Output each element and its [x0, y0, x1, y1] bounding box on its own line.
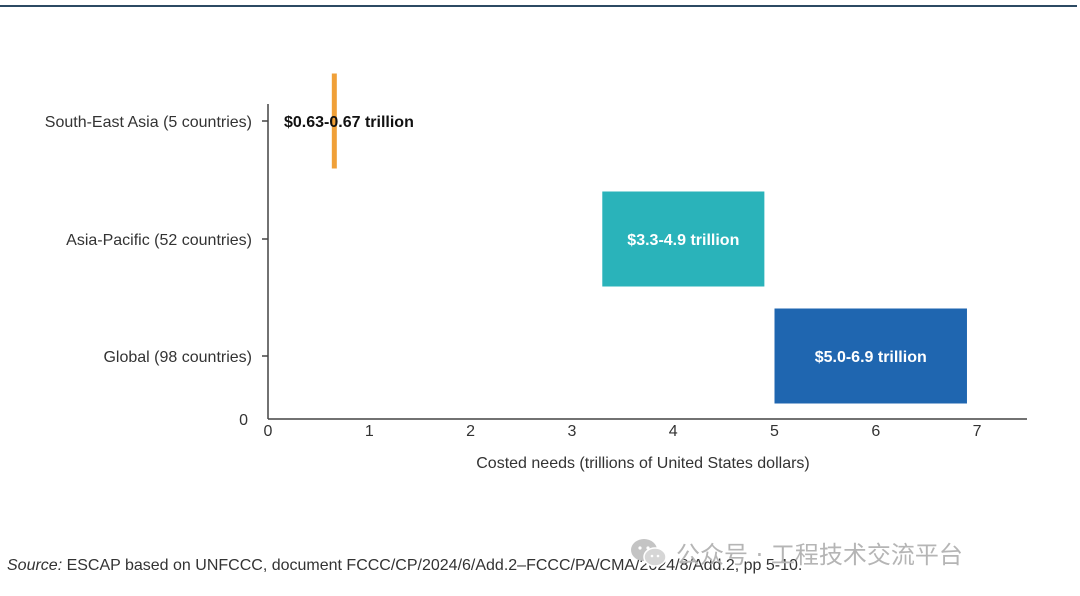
category-label: Global (98 countries)	[103, 349, 252, 366]
range-bar	[331, 73, 337, 169]
x-tick-label: 2	[466, 423, 475, 440]
x-tick-label: 0	[264, 423, 273, 440]
x-tick-label: 1	[365, 423, 374, 440]
chart-labels: South-East Asia (5 countries) Asia-Pacifi…	[45, 114, 982, 440]
x-tick-label: 5	[770, 423, 779, 440]
range-label: $5.0-6.9 trillion	[815, 349, 927, 366]
x-tick-label: 3	[567, 423, 576, 440]
wechat-icon	[631, 538, 667, 567]
x-axis-title: Costed needs (trillions of United States…	[476, 455, 810, 472]
source-note: Source: ESCAP based on UNFCCC, document …	[7, 557, 802, 575]
chart-bars	[331, 73, 967, 404]
top-rule	[0, 5, 1077, 7]
range-bar	[774, 308, 967, 404]
range-label: $3.3-4.9 trillion	[627, 232, 739, 249]
watermark-text: 公众号 · 工程技术交流平台	[676, 541, 963, 569]
x-tick-label: 6	[871, 423, 880, 440]
category-label: Asia-Pacific (52 countries)	[66, 232, 252, 249]
x-tick-label: 4	[669, 423, 678, 440]
source-text: ESCAP based on UNFCCC, document FCCC/CP/…	[62, 557, 803, 574]
source-prefix: Source:	[7, 557, 63, 574]
range-bar	[602, 191, 765, 287]
range-label: $0.63-0.67 trillion	[284, 114, 414, 131]
chart-axes	[262, 104, 1027, 420]
watermark: 公众号 · 工程技术交流平台	[630, 535, 963, 570]
x-tick-label: 7	[973, 423, 982, 440]
y-zero-label: 0	[239, 412, 248, 429]
category-label: South-East Asia (5 countries)	[45, 114, 252, 131]
